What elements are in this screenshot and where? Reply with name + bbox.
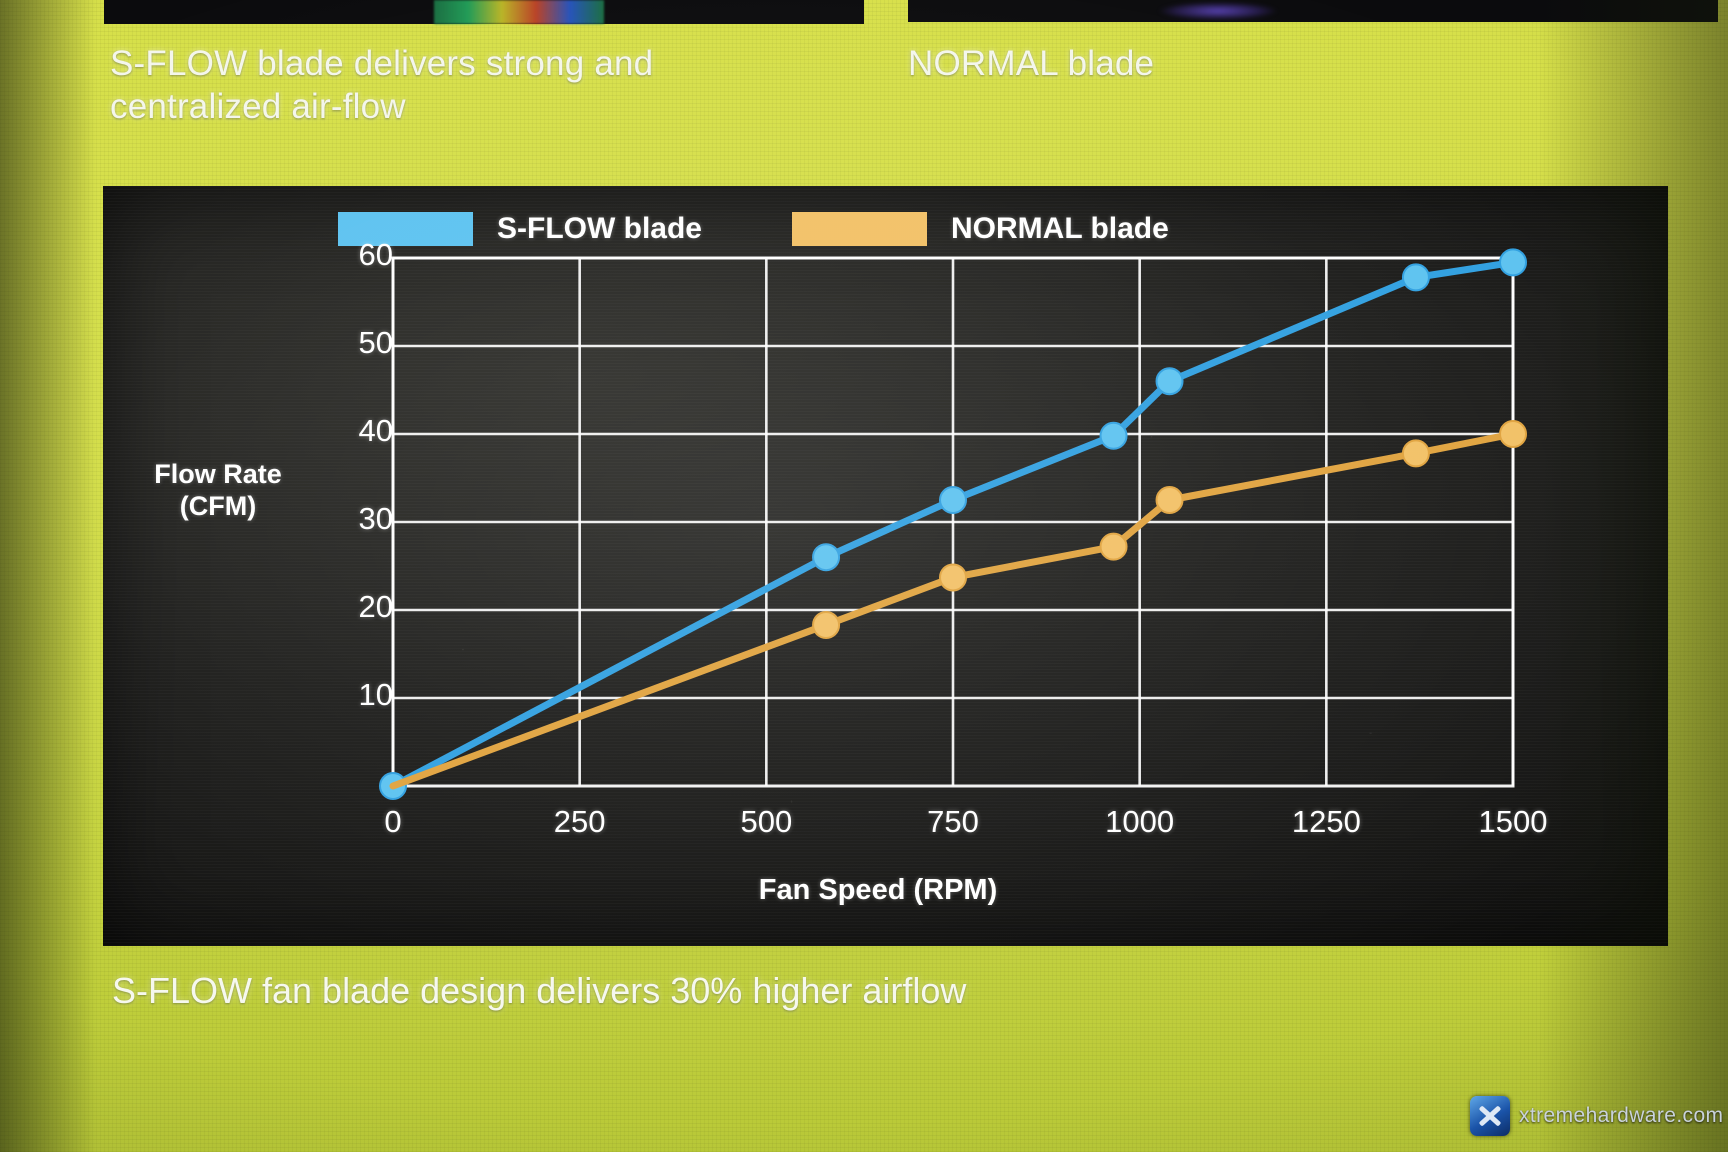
plot-area: 10 20 30 40 50 60 0 250 500 750 1000 1250 1500 Flow… [103, 186, 1668, 946]
legend-label-normal: NORMAL blade [951, 212, 1169, 245]
x-axis-ticks: 0 250 500 750 1000 1250 1500 [103, 186, 1668, 946]
plot-svg [379, 248, 1527, 800]
legend-label-sflow: S-FLOW blade [497, 212, 702, 245]
y-tick-label: 30 [358, 501, 393, 536]
x-axis-title: Fan Speed (RPM) [758, 874, 998, 906]
x-tick-label: 1250 [1291, 804, 1361, 839]
chart-panel: S-FLOW blade NORMAL blade 10 20 30 40 50 60 0… [103, 186, 1668, 946]
top-photo-panel-sflow [104, 0, 864, 24]
x-tick-label: 1000 [1105, 804, 1175, 839]
x-tick-label: 1500 [1478, 804, 1548, 839]
y-tick-label: 60 [358, 237, 393, 272]
y-axis-ticks: 10 20 30 40 50 60 [323, 186, 393, 946]
x-tick-label: 750 [927, 804, 979, 839]
legend-item-sflow: S-FLOW blade [338, 212, 702, 246]
x-tick-label: 500 [740, 804, 793, 839]
chart-legend: S-FLOW blade NORMAL blade [338, 212, 1169, 246]
legend-swatch-normal-icon [792, 212, 927, 246]
x-tick-label: 0 [384, 804, 402, 839]
caption-normal-blade: NORMAL blade [908, 44, 1155, 83]
top-photo-panel-normal [908, 0, 1718, 22]
caption-bottom-summary: S-FLOW fan blade design delivers 30% hig… [112, 970, 967, 1011]
legend-item-normal: NORMAL blade [792, 212, 1169, 246]
legend-swatch-sflow-icon [338, 212, 473, 246]
y-tick-label: 10 [358, 677, 393, 712]
y-tick-label: 40 [358, 413, 393, 448]
x-tick-label: 250 [553, 804, 606, 839]
y-tick-label: 50 [358, 325, 393, 360]
watermark: xtremehardware.com [1470, 1096, 1723, 1136]
y-tick-label: 20 [358, 589, 393, 624]
watermark-text: xtremehardware.com [1519, 1104, 1724, 1127]
x-logo-icon [1470, 1096, 1510, 1136]
y-axis-title: Flow Rate (CFM) [154, 459, 282, 522]
caption-sflow-blade: S-FLOW blade delivers strong and central… [110, 44, 654, 126]
